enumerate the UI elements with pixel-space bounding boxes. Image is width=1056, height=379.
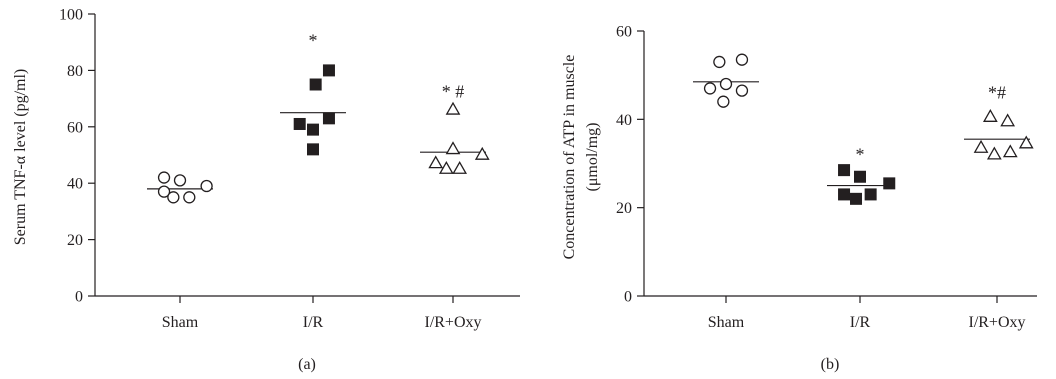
panel-a-point-square	[307, 143, 319, 156]
panel-a-point-circle	[167, 191, 180, 204]
panel-b-point-triangle	[986, 146, 1002, 160]
panel-b-point-triangle	[1002, 144, 1018, 158]
panel-a-chart: Serum TNF-α level (pg/ml) (a) 0 20 40 60 80 1…	[12, 7, 520, 373]
panel-a-point-triangle	[445, 101, 461, 115]
panel-a-y-tick-label: 100	[59, 7, 83, 24]
panel-a-point-circle	[173, 174, 187, 187]
panel-a-y-axis-title: Serum TNF-α level (pg/ml)	[12, 69, 29, 246]
panel-b-significance-mark: *#	[988, 82, 1006, 102]
panel-a-point-triangle	[428, 155, 444, 169]
panel-a-y-tick-label: 40	[67, 176, 83, 193]
panel-a-x-tick-label: I/R+Oxy	[424, 314, 481, 331]
panel-b-point-circle	[703, 82, 717, 95]
panel-b-point-circle	[735, 84, 749, 97]
panel-a-x-tick-label: I/R	[303, 314, 324, 331]
panel-a-y-tick-label: 0	[75, 289, 83, 306]
panel-b-point-square	[850, 192, 863, 205]
panel-a-point-triangle	[445, 141, 461, 155]
panel-b-x-tick-label: I/R	[850, 314, 871, 331]
panel-b-point-square	[854, 170, 866, 183]
panel-b-point-triangle	[1018, 135, 1034, 149]
panel-b-x-tick-label: I/R+Oxy	[968, 314, 1025, 331]
panel-b-y-tick-label: 20	[616, 200, 632, 217]
panel-b-y-tick-label: 40	[616, 112, 632, 129]
panel-a-x-tick-label: Sham	[162, 314, 199, 331]
panel-a-point-square	[309, 78, 322, 91]
panel-a-point-circle	[157, 185, 171, 198]
panel-a-point-square	[322, 64, 335, 77]
panel-b-point-circle	[713, 55, 726, 69]
panel-a-point-circle	[183, 191, 196, 204]
panel-a-point-circle	[157, 171, 171, 184]
panel-b-point-circle	[717, 95, 730, 108]
panel-b-point-circle	[719, 77, 733, 91]
panel-a-label: (a)	[298, 356, 316, 373]
panel-a-point-circle	[200, 179, 213, 193]
panel-b-point-triangle	[982, 108, 998, 122]
panel-b-point-circle	[735, 53, 749, 66]
panel-b-point-square	[838, 188, 851, 201]
panel-b-point-square	[864, 188, 877, 201]
panel-b-y-tick-label: 60	[616, 24, 632, 41]
panel-b-point-square	[883, 177, 896, 190]
panel-b-chart: Concentration of ATP in muscle (μmol/mg)…	[561, 24, 1037, 373]
panel-b-point-triangle	[1000, 113, 1016, 127]
panel-a-significance-mark: * #	[442, 81, 465, 101]
panel-b-y-axis-title-line1: Concentration of ATP in muscle	[561, 55, 578, 260]
panel-a-significance-mark: *	[309, 31, 318, 51]
panel-b-point-square	[838, 164, 851, 177]
panel-b-x-tick-label: Sham	[708, 314, 745, 331]
panel-b-point-triangle	[973, 139, 989, 153]
panel-b-y-tick-label: 0	[624, 289, 632, 306]
panel-a-point-square	[322, 112, 335, 125]
panel-a-y-tick-label: 20	[67, 232, 83, 249]
panel-a-point-triangle	[474, 146, 490, 160]
panel-b-y-axis-title-line2: (μmol/mg)	[584, 122, 601, 191]
panel-b-label: (b)	[821, 356, 840, 373]
panel-a-point-square	[307, 123, 319, 136]
panel-a-point-triangle	[452, 160, 468, 174]
panel-a-point-square	[293, 117, 306, 130]
panel-a-y-tick-label: 80	[67, 63, 83, 80]
panel-a-point-triangle	[438, 160, 454, 174]
panel-b-significance-mark: *	[856, 144, 865, 164]
panel-a-y-tick-label: 60	[67, 119, 83, 136]
